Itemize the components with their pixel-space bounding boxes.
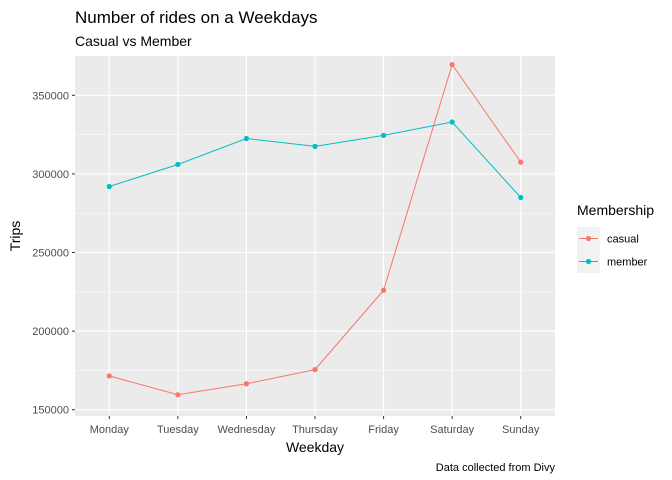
x-tick-label: Thursday xyxy=(292,424,338,436)
x-tick-label: Sunday xyxy=(502,424,540,436)
grid-lines xyxy=(75,56,555,416)
data-point-member xyxy=(380,132,387,138)
x-tick-label: Monday xyxy=(90,424,130,436)
x-tick-label: Saturday xyxy=(430,424,475,436)
data-point-member xyxy=(175,161,181,168)
chart-subtitle: Casual vs Member xyxy=(75,33,192,49)
series-lines xyxy=(106,62,524,398)
y-tick-label: 350000 xyxy=(32,90,69,102)
legend-title: Membership xyxy=(577,202,654,218)
x-axis-title: Weekday xyxy=(286,439,344,455)
x-axis-ticks: Monday Tuesday Wednesday Thursday Friday Satu… xyxy=(90,416,540,436)
data-point-casual xyxy=(518,159,524,165)
y-axis-title: Trips xyxy=(7,221,23,252)
y-tick-label: 250000 xyxy=(32,248,69,260)
y-tick-label: 300000 xyxy=(32,169,69,181)
data-point-member xyxy=(518,194,524,201)
y-axis-ticks: 150000 200000 250000 300000 350000 xyxy=(32,90,75,417)
chart-title: Number of rides on a Weekdays xyxy=(75,8,318,27)
y-tick-label: 200000 xyxy=(32,326,69,338)
data-point-casual xyxy=(243,381,250,387)
legend: Membership casual member xyxy=(577,202,654,273)
data-point-casual xyxy=(449,62,455,68)
x-tick-label: Wednesday xyxy=(217,424,275,436)
data-point-casual xyxy=(175,392,181,398)
data-point-member xyxy=(449,119,455,125)
data-point-casual xyxy=(312,367,318,373)
data-point-member xyxy=(106,183,112,190)
y-tick-label: 150000 xyxy=(32,405,69,417)
legend-key-point-member xyxy=(585,258,592,265)
data-point-member xyxy=(312,143,318,149)
legend-label-member: member xyxy=(607,257,648,269)
x-tick-label: Tuesday xyxy=(157,424,199,436)
data-point-casual xyxy=(106,373,112,379)
legend-key-point-casual xyxy=(585,235,592,242)
chart-caption: Data collected from Divy xyxy=(436,462,556,474)
data-point-casual xyxy=(380,287,387,293)
data-point-member xyxy=(243,135,250,142)
x-tick-label: Friday xyxy=(368,424,399,436)
legend-label-casual: casual xyxy=(607,234,639,246)
